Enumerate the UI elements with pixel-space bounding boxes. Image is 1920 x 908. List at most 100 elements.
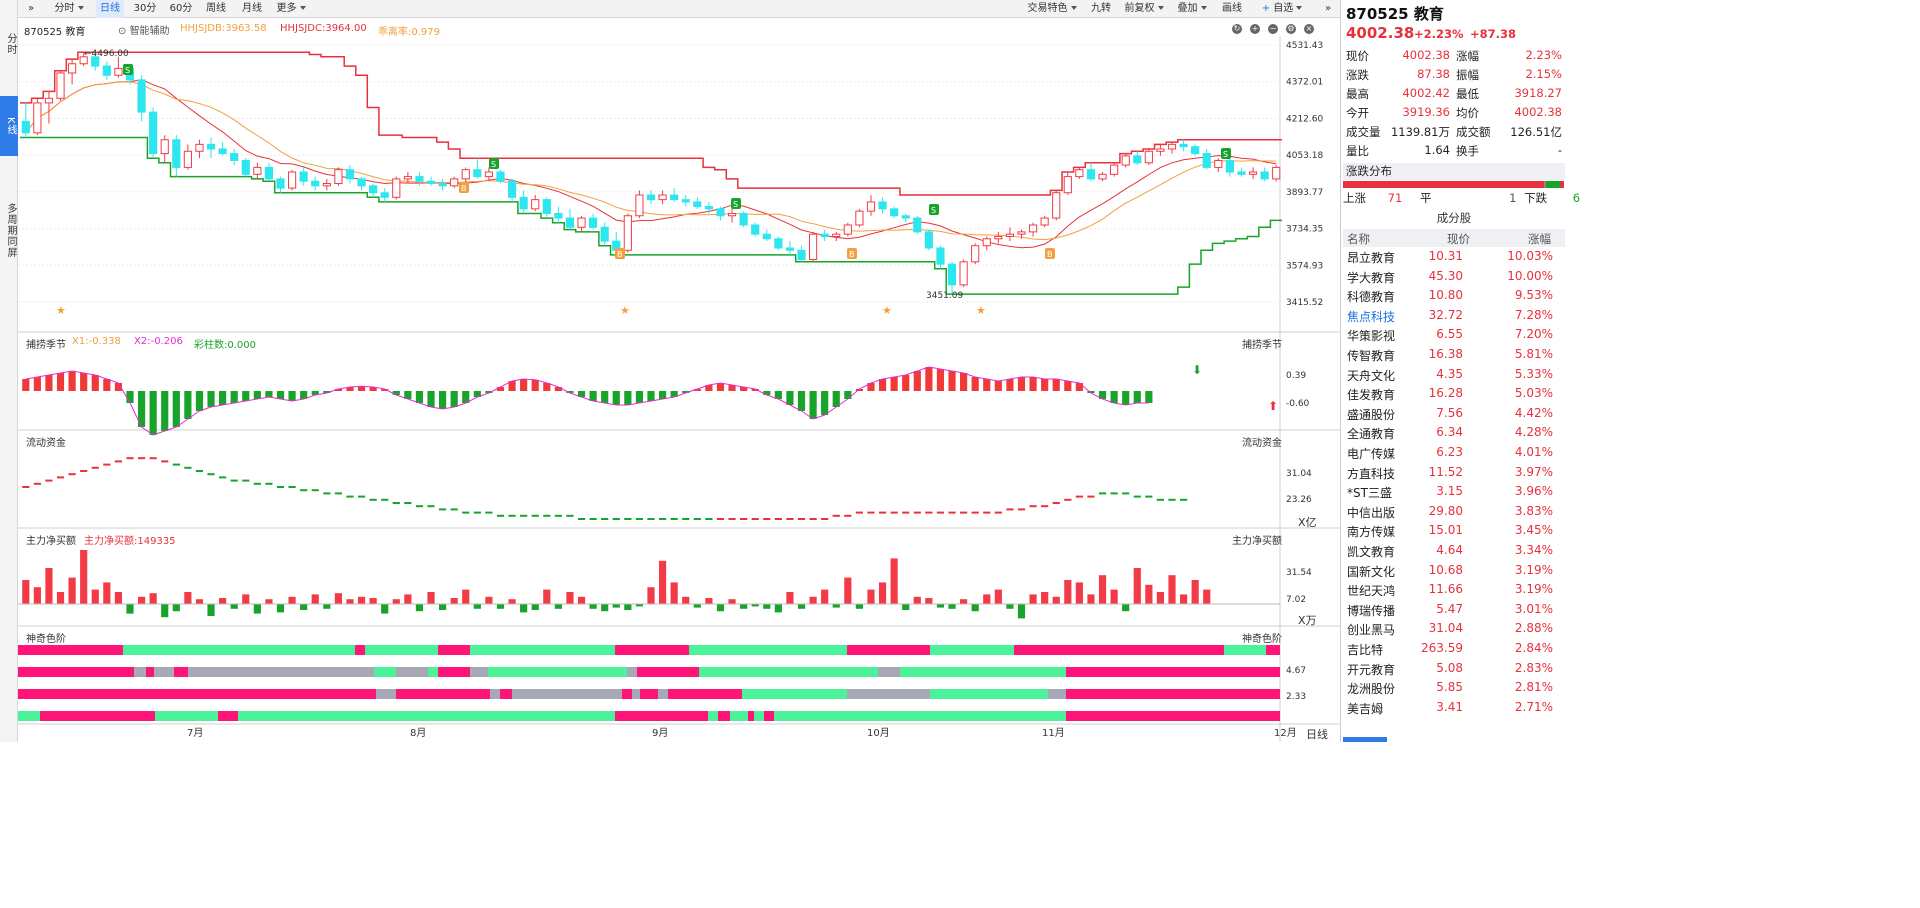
stock-row[interactable]: 凯文教育 4.64 3.34% — [1347, 543, 1553, 559]
color-band-segment — [1224, 645, 1266, 655]
candle-body — [727, 212, 737, 217]
price-tick: 3574.93 — [1286, 261, 1323, 271]
stock-row[interactable]: 学大教育 45.30 10.00% — [1347, 268, 1553, 285]
fund-mark — [763, 518, 771, 520]
net-bar — [33, 587, 41, 604]
stock-row[interactable]: 创业黑马 31.04 2.88% — [1347, 621, 1553, 638]
net-bar — [577, 596, 586, 604]
season-bar — [566, 391, 574, 393]
stock-row[interactable]: 南方传媒 15.01 3.45% — [1347, 523, 1553, 540]
draw-button[interactable]: 画线 — [1222, 3, 1242, 14]
tab-weekly[interactable]: 周线 — [206, 3, 226, 14]
net-bar — [439, 604, 447, 610]
smart-assist-toggle[interactable]: ⊙ 智能辅助 — [118, 26, 170, 37]
stock-row[interactable]: 天舟文化 4.35 5.33% — [1347, 366, 1553, 383]
refresh-icon[interactable]: ↻ — [1232, 24, 1242, 34]
season-bar — [936, 369, 945, 391]
season-bar — [658, 391, 667, 399]
stock-row[interactable]: 传智教育 16.38 5.81% — [1347, 347, 1553, 363]
stock-row[interactable]: 佳发教育 16.28 5.03% — [1347, 386, 1553, 403]
candle-body — [137, 79, 146, 113]
season-bar — [1122, 391, 1130, 405]
candle-body — [392, 178, 401, 198]
season-bar — [531, 379, 539, 391]
nine-turn-button[interactable]: 九转 — [1091, 3, 1111, 14]
stock-row[interactable]: 电广传媒 6.23 4.01% — [1347, 445, 1553, 461]
season-x1: X1:-0.338 — [72, 336, 121, 347]
stock-row[interactable]: 焦点科技 32.72 7.28% — [1347, 307, 1553, 324]
stock-row[interactable]: *ST三盛 3.15 3.96% — [1347, 484, 1553, 501]
collapse-icon[interactable]: » — [1324, 3, 1332, 14]
candle-body — [172, 139, 181, 168]
price-tick: 4212.60 — [1286, 114, 1323, 124]
stock-row[interactable]: 博瑞传播 5.47 3.01% — [1347, 601, 1553, 618]
net-bar — [357, 596, 366, 604]
adjust-button[interactable]: 前复权 — [1120, 0, 1168, 18]
sell-signal-label: S — [125, 66, 130, 75]
zoom-in-icon[interactable]: + — [1250, 24, 1260, 34]
candle-body — [681, 199, 690, 203]
candle-body — [994, 235, 1003, 240]
stock-row[interactable]: 科德教育 10.80 9.53% — [1347, 288, 1553, 305]
net-bar — [462, 589, 470, 604]
candle-body — [577, 217, 586, 228]
candle-body — [1191, 146, 1200, 155]
stock-row[interactable]: 盛通股份 7.56 4.42% — [1347, 405, 1553, 422]
bottom-freq[interactable]: 日线 — [1306, 728, 1328, 741]
tab-fenshi[interactable]: 分时 — [46, 0, 92, 18]
settings-icon[interactable]: ⚙ — [1286, 24, 1296, 34]
stock-row[interactable]: 开元教育 5.08 2.83% — [1347, 660, 1553, 677]
net-bar — [149, 593, 157, 604]
color-band-segment — [238, 711, 615, 721]
season-bar — [844, 391, 852, 399]
tab-30min[interactable]: 30分 — [133, 3, 157, 14]
fund-mark — [161, 460, 169, 463]
scroll-indicator[interactable] — [1343, 737, 1387, 742]
net-bar — [925, 598, 933, 604]
season-bar — [821, 391, 829, 415]
season-bar — [624, 391, 632, 405]
tab-60min[interactable]: 60分 — [169, 3, 193, 14]
kline-chart[interactable]: ←4496.00 3451.09 ★ ★ ★ ★ S S S S S B B B B ⬇ ⬆ 4531.43 43… — [18, 18, 1340, 742]
fund-mark — [1029, 505, 1037, 508]
stock-row[interactable]: 华策影视 6.55 7.20% — [1347, 327, 1553, 344]
zoom-out-icon[interactable]: − — [1268, 24, 1278, 34]
stock-row[interactable]: 全通教育 6.34 4.28% — [1347, 425, 1553, 442]
expand-icon[interactable]: » — [27, 3, 35, 14]
tab-multi-period[interactable]: 多周期同屏 — [5, 202, 16, 258]
stock-row[interactable]: 吉比特 263.59 2.84% — [1347, 641, 1553, 657]
panel-name-right-fund: 流动资金 — [1242, 438, 1282, 449]
net-bar — [22, 580, 30, 604]
candle-body — [762, 233, 771, 240]
channel-upper-line — [20, 51, 1282, 196]
tab-monthly[interactable]: 月线 — [242, 3, 262, 14]
tab-kline[interactable]: K线 — [0, 96, 18, 156]
tab-daily[interactable]: 日线 — [96, 0, 124, 18]
trade-feature-button[interactable]: 交易特色 — [1022, 0, 1082, 18]
close-icon[interactable]: × — [1304, 24, 1314, 34]
season-bar — [126, 391, 134, 403]
stock-row[interactable]: 美吉姆 3.41 2.71% — [1347, 699, 1553, 716]
tab-more[interactable]: 更多 — [272, 0, 310, 18]
stock-row[interactable]: 昂立教育 10.31 10.03% — [1347, 249, 1553, 265]
tab-timeshare[interactable]: 分时 — [5, 33, 16, 55]
fund-mark — [705, 518, 713, 520]
buy-signal-icon — [615, 248, 625, 259]
stock-row[interactable]: 世纪天鸿 11.66 3.19% — [1347, 582, 1553, 599]
net-bar — [1122, 604, 1130, 612]
candle-body — [322, 183, 331, 187]
net-bar — [878, 582, 887, 604]
candle-body — [195, 143, 204, 152]
net-bar — [693, 604, 701, 608]
stock-row[interactable]: 中信出版 29.80 3.83% — [1347, 503, 1553, 520]
stock-row[interactable]: 国新文化 10.68 3.19% — [1347, 562, 1553, 579]
candle-body — [739, 212, 748, 226]
stock-row[interactable]: 龙洲股份 5.85 2.81% — [1347, 680, 1553, 697]
watchlist-button[interactable]: + 自选 — [1252, 0, 1312, 18]
fund-mark — [450, 508, 458, 511]
net-bar — [520, 604, 528, 613]
stock-row[interactable]: 方直科技 11.52 3.97% — [1347, 464, 1553, 481]
fund-mark — [253, 482, 261, 485]
overlay-button[interactable]: 叠加 — [1174, 0, 1210, 18]
date-tick: 12月 — [1274, 727, 1297, 739]
